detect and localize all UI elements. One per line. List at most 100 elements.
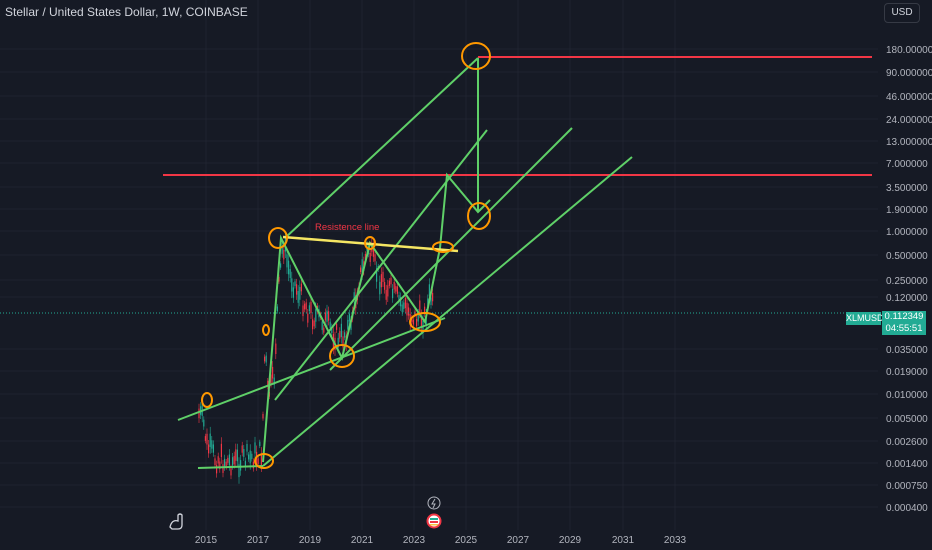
candle-body bbox=[396, 286, 398, 294]
candle-body bbox=[387, 285, 389, 297]
price-tick-label: 0.120000 bbox=[886, 293, 928, 304]
candle-body bbox=[340, 323, 342, 338]
candle-body bbox=[251, 453, 253, 460]
candle-body bbox=[385, 289, 387, 300]
highlight-circle bbox=[364, 236, 376, 250]
candle-body bbox=[270, 374, 272, 384]
candle-body bbox=[265, 355, 267, 363]
price-tick-label: 0.010000 bbox=[886, 390, 928, 401]
candle-body bbox=[419, 300, 421, 313]
candle-body bbox=[283, 250, 285, 260]
time-tick-label: 2017 bbox=[247, 535, 270, 546]
symbol-price-tag: XLMUSD bbox=[846, 312, 884, 325]
candle-body bbox=[248, 454, 250, 460]
tradingview-logo-icon bbox=[169, 513, 183, 530]
trend-line[interactable] bbox=[197, 465, 264, 469]
price-tick-label: 90.000000 bbox=[886, 68, 932, 79]
candle-body bbox=[227, 457, 229, 463]
price-tick-label: 180.000000 bbox=[886, 45, 932, 56]
time-tick-label: 2025 bbox=[455, 535, 478, 546]
highlight-circle bbox=[467, 202, 491, 230]
time-tick-label: 2023 bbox=[403, 535, 426, 546]
candle-body bbox=[331, 326, 333, 334]
candle-body bbox=[361, 259, 363, 273]
candle-body bbox=[382, 271, 384, 282]
price-tick-label: 46.000000 bbox=[886, 92, 932, 103]
candle-body bbox=[432, 292, 434, 302]
path-projection[interactable] bbox=[262, 172, 491, 463]
candle-body bbox=[424, 306, 426, 314]
highlight-circle bbox=[201, 392, 213, 408]
candle-body bbox=[324, 312, 326, 321]
price-tick-label: 0.500000 bbox=[886, 251, 928, 262]
resistance-line[interactable] bbox=[282, 235, 459, 253]
candle-body bbox=[344, 332, 346, 338]
candle-body bbox=[308, 305, 310, 312]
candle-body bbox=[404, 297, 406, 309]
candle-body bbox=[374, 254, 376, 262]
candle-body bbox=[233, 455, 235, 465]
price-tick-label: 1.000000 bbox=[886, 227, 928, 238]
candle-body bbox=[353, 292, 355, 301]
candle-body bbox=[337, 337, 339, 348]
price-tick-label: 0.250000 bbox=[886, 276, 928, 287]
price-tick-label: 1.900000 bbox=[886, 205, 928, 216]
candle-body bbox=[395, 286, 397, 292]
candle-body bbox=[329, 321, 331, 328]
candle-body bbox=[299, 286, 301, 300]
time-tick-label: 2015 bbox=[195, 535, 218, 546]
candle-body bbox=[289, 269, 291, 279]
candle-body bbox=[288, 260, 290, 275]
trend-line[interactable] bbox=[177, 317, 446, 421]
candle-body bbox=[225, 461, 227, 468]
highlight-circle bbox=[409, 312, 441, 332]
candle-body bbox=[228, 454, 230, 466]
candle-body bbox=[347, 319, 349, 330]
price-axis[interactable]: 180.000000 90.000000 46.000000 24.000000 13.… bbox=[886, 45, 932, 514]
candle-body bbox=[240, 460, 242, 471]
candle-body bbox=[376, 268, 378, 282]
candle-body bbox=[384, 282, 386, 290]
trend-line[interactable] bbox=[262, 156, 633, 467]
candle-body bbox=[243, 449, 245, 457]
candle-body bbox=[300, 283, 302, 292]
time-tick-label: 2027 bbox=[507, 535, 530, 546]
price-tick-label: 3.500000 bbox=[886, 183, 928, 194]
candle-body bbox=[379, 281, 381, 295]
candle-body bbox=[336, 323, 338, 330]
time-tick-label: 2021 bbox=[351, 535, 374, 546]
candle-body bbox=[217, 456, 219, 464]
candle-body bbox=[219, 461, 221, 470]
horizontal-levels[interactable] bbox=[163, 56, 872, 176]
lightning-icon[interactable] bbox=[427, 496, 441, 510]
candle-body bbox=[323, 327, 325, 333]
candle-body bbox=[328, 311, 330, 321]
currency-button[interactable]: USD bbox=[884, 3, 920, 23]
candle-body bbox=[401, 304, 403, 313]
candle-body bbox=[297, 291, 299, 303]
trend-line[interactable] bbox=[274, 129, 488, 401]
highlight-circle bbox=[262, 324, 270, 336]
price-tick-label: 13.000000 bbox=[886, 137, 932, 148]
candle-body bbox=[201, 403, 203, 416]
bar-countdown: 04:55:51 bbox=[885, 323, 923, 334]
trend-lines[interactable] bbox=[177, 57, 633, 469]
candle-body bbox=[212, 444, 214, 453]
candle-body bbox=[232, 457, 234, 466]
last-price-tag: 0.112349 04:55:51 bbox=[882, 311, 926, 335]
candle-body bbox=[393, 281, 395, 290]
candle-body bbox=[412, 319, 414, 325]
flag-event-icon[interactable] bbox=[426, 513, 442, 529]
trend-line[interactable] bbox=[284, 57, 479, 239]
candle-body bbox=[307, 313, 309, 323]
candle-body bbox=[236, 449, 238, 462]
candle-body bbox=[398, 295, 400, 303]
candle-body bbox=[372, 246, 374, 257]
highlight-circle bbox=[268, 227, 288, 249]
price-tick-label: 0.019000 bbox=[886, 367, 928, 378]
candle-body bbox=[339, 331, 341, 339]
candle-body bbox=[348, 313, 350, 322]
candle-body bbox=[224, 458, 226, 467]
time-axis[interactable]: 2015 2017 2019 2021 2023 2025 2027 2029 2031 2033 bbox=[195, 535, 687, 546]
